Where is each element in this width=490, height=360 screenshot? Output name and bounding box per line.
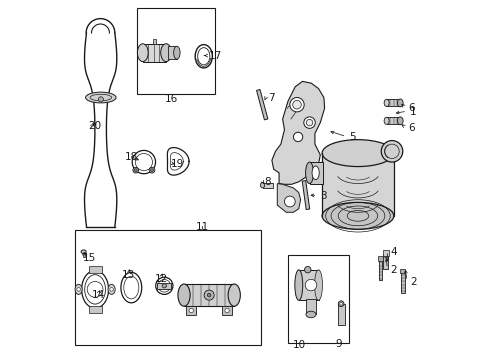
Ellipse shape [397,99,403,107]
Text: 15: 15 [83,253,96,263]
Ellipse shape [340,302,343,305]
Bar [153,40,156,44]
Circle shape [87,282,103,297]
Bar [143,44,166,62]
Circle shape [110,288,113,291]
Bar [184,284,234,306]
Ellipse shape [260,183,265,188]
Text: 6: 6 [408,123,415,133]
Circle shape [304,117,315,129]
Text: 17: 17 [209,51,222,61]
Ellipse shape [322,202,394,229]
Ellipse shape [338,301,344,307]
Text: 4: 4 [390,247,397,257]
Ellipse shape [178,284,190,306]
Bar [263,183,272,188]
Polygon shape [257,90,268,120]
Circle shape [285,196,295,207]
Bar [137,8,215,94]
Text: 18: 18 [124,152,138,162]
Bar [383,250,389,256]
Bar [383,255,389,269]
Bar [89,306,101,313]
Circle shape [134,169,137,172]
Circle shape [294,132,303,141]
Ellipse shape [75,284,82,294]
Bar [310,162,323,184]
Ellipse shape [306,162,314,184]
Ellipse shape [137,44,148,62]
Bar [387,99,400,107]
Text: 20: 20 [88,121,101,131]
Bar [288,255,349,343]
Text: 3: 3 [320,191,327,201]
Text: 16: 16 [165,94,178,104]
Polygon shape [277,184,300,212]
Text: 11: 11 [196,222,209,231]
Ellipse shape [384,117,389,125]
Ellipse shape [228,284,240,306]
Text: 5: 5 [349,132,356,142]
Ellipse shape [162,284,167,288]
Ellipse shape [304,266,311,273]
Ellipse shape [161,44,171,62]
Bar [379,260,382,280]
Ellipse shape [312,166,319,180]
Ellipse shape [384,253,388,257]
Ellipse shape [306,311,316,318]
Bar [378,256,383,261]
Bar [401,272,405,293]
Ellipse shape [204,290,214,300]
Ellipse shape [81,250,86,253]
Circle shape [133,167,139,173]
Text: 6: 6 [408,103,415,113]
Bar [400,269,405,273]
Bar [186,306,196,315]
Circle shape [150,169,153,172]
Circle shape [149,167,155,173]
Text: 9: 9 [335,339,342,349]
Circle shape [225,309,229,313]
Ellipse shape [322,140,394,167]
Ellipse shape [315,270,322,300]
Text: 14: 14 [91,290,104,300]
Bar [74,230,261,345]
Circle shape [189,309,194,313]
Circle shape [293,100,301,109]
Bar [89,266,101,273]
Circle shape [98,97,103,102]
Circle shape [305,279,317,291]
Text: 8: 8 [265,177,271,187]
Polygon shape [302,181,310,210]
Text: 19: 19 [171,159,184,169]
Text: 12: 12 [155,274,169,284]
Text: 7: 7 [269,93,275,103]
Ellipse shape [173,46,180,59]
Bar [387,117,400,125]
Circle shape [77,288,80,291]
Bar [168,46,177,59]
Bar [322,153,394,216]
Bar [222,306,232,315]
Circle shape [306,120,313,126]
Ellipse shape [108,284,115,294]
Bar [82,252,85,257]
Ellipse shape [397,117,403,125]
Text: 13: 13 [122,270,135,280]
Text: 2: 2 [410,277,416,287]
Polygon shape [272,81,324,184]
Ellipse shape [384,99,389,107]
Ellipse shape [295,270,303,300]
Text: 2: 2 [390,265,397,275]
Ellipse shape [207,293,211,297]
Circle shape [290,98,304,112]
Bar [157,283,171,289]
Bar [306,300,316,315]
Text: 10: 10 [293,340,306,350]
Circle shape [381,140,403,162]
Text: 1: 1 [410,107,416,117]
Ellipse shape [86,92,116,103]
Bar [299,270,318,300]
Bar [338,304,344,325]
